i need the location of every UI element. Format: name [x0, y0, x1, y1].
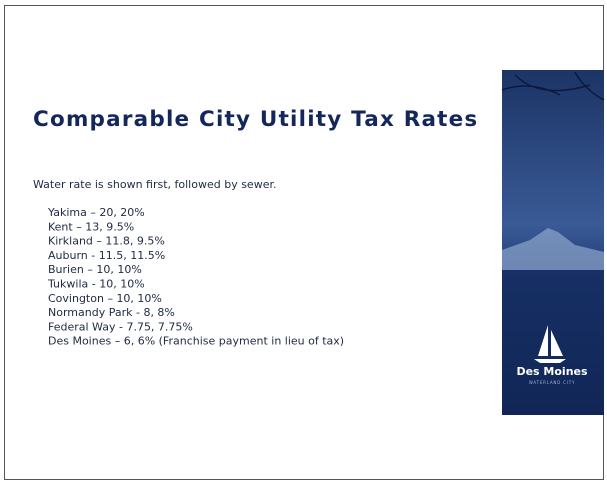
- list-item: Covington – 10, 10%: [48, 292, 162, 305]
- sail-right: [551, 330, 563, 356]
- branches: [501, 71, 605, 101]
- mountain: [502, 228, 604, 270]
- item-list: Yakima – 20, 20%Kent – 13, 9.5% Kirkland …: [47, 206, 344, 348]
- list-item: Burien – 10, 10%: [48, 263, 142, 276]
- intro: Water rate is shown first, followed by s…: [33, 178, 276, 191]
- list-item: Normandy Park - 8, 8%: [48, 306, 175, 319]
- hull: [534, 359, 566, 363]
- list-item: Kirkland – 11.8, 9.5%: [48, 235, 165, 248]
- list-item: Tukwila - 10, 10%: [47, 278, 145, 291]
- side-panel: Des Moines WATERLAND CITY: [501, 70, 605, 415]
- title: Comparable City Utility Tax Rates: [33, 107, 478, 132]
- sail-left: [538, 325, 548, 356]
- list-item: Federal Way - 7.75, 7.75%: [48, 320, 193, 333]
- list-item: Kent – 13, 9.5%: [48, 220, 134, 233]
- list-item: Auburn - 11.5, 11.5%: [48, 249, 165, 262]
- logo-tagline: WATERLAND CITY: [529, 380, 575, 385]
- list-item: Des Moines – 6, 6% (Franchise payment in…: [48, 335, 344, 348]
- logo-name: Des Moines: [516, 365, 588, 378]
- list-item: Yakima – 20, 20%: [47, 206, 145, 219]
